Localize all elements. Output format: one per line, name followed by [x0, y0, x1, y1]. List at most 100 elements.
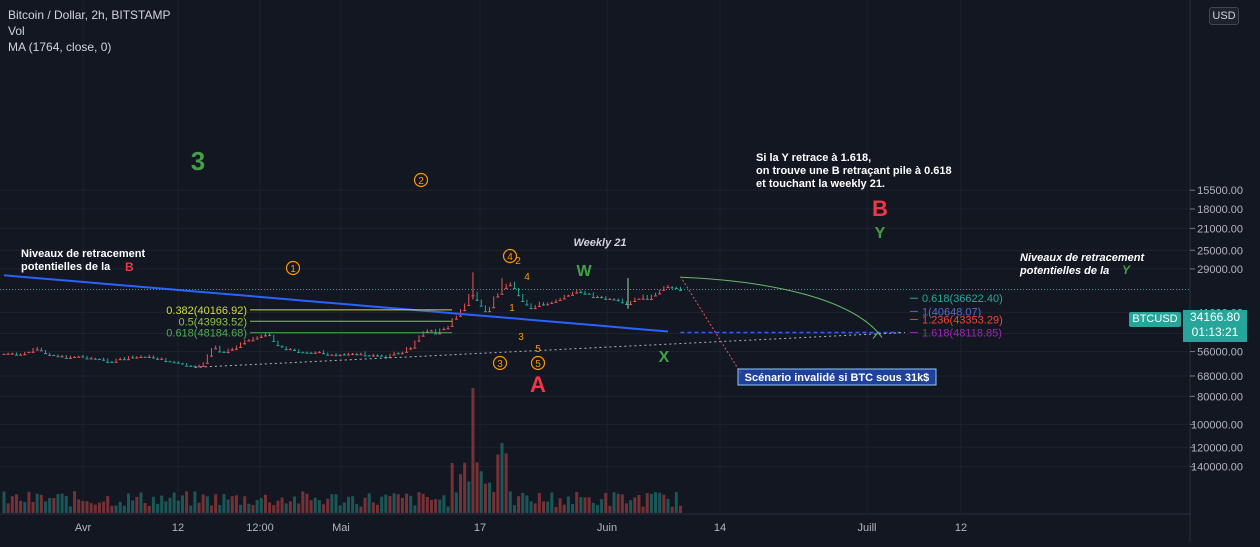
- wave-circle-c2: [413, 172, 429, 188]
- volume-bar: [39, 494, 43, 513]
- candle-body: [512, 288, 516, 290]
- volume-bar: [355, 504, 359, 513]
- candle-body: [633, 300, 637, 302]
- price-axis-label: 80000.00: [1197, 391, 1243, 403]
- candle-body: [44, 353, 47, 355]
- candle-body: [392, 354, 396, 356]
- symbol-title[interactable]: Bitcoin / Dollar, 2h, BITSTAMP: [8, 8, 171, 22]
- right-note-letter: Y: [1122, 263, 1131, 277]
- wave-3-label: 3: [191, 146, 205, 176]
- volume-bar: [413, 505, 417, 513]
- fib-right-label: 1.236(43353.29): [922, 314, 1003, 326]
- volume-bar: [529, 501, 533, 513]
- candle-body: [143, 356, 147, 358]
- volume-bar: [429, 499, 433, 513]
- candle-body: [2, 353, 6, 355]
- candle-body: [189, 365, 193, 367]
- candle-body: [459, 315, 462, 317]
- candle-body: [326, 354, 330, 356]
- candle-body: [139, 356, 143, 358]
- candle-body: [330, 354, 334, 356]
- ma-indicator-label[interactable]: MA (1764, close, 0): [8, 40, 112, 54]
- candle-body: [73, 356, 77, 358]
- volume-bar: [537, 493, 541, 513]
- volume-bar: [230, 496, 234, 513]
- candle-body: [380, 355, 384, 357]
- invalid-pointer: [680, 276, 743, 376]
- candle-body: [496, 296, 500, 298]
- volume-bar: [263, 494, 267, 513]
- price-axis-label: 21000.00: [1197, 223, 1243, 235]
- candle-body: [102, 359, 106, 361]
- volume-bar: [521, 492, 525, 513]
- invalid-note-text: Scénario invalidé si BTC sous 31k$: [745, 372, 930, 384]
- volume-bar: [446, 506, 450, 513]
- candle-body: [234, 348, 238, 350]
- volume-bar: [288, 501, 292, 513]
- wave-circle-label-c3: 3: [497, 359, 503, 370]
- candle-body: [342, 354, 346, 356]
- candle-body: [106, 361, 110, 363]
- candle-body: [521, 301, 525, 303]
- candle-body: [247, 340, 251, 342]
- volume-bar: [35, 493, 39, 513]
- candle-body: [280, 346, 284, 348]
- volume-bar: [658, 492, 662, 513]
- candle-body: [620, 302, 624, 304]
- candle-body: [39, 350, 43, 352]
- candle-body: [492, 307, 496, 309]
- wave-circle-c3: [492, 355, 508, 371]
- candle-body: [463, 309, 467, 311]
- volume-bar: [670, 506, 674, 513]
- volume-bar: [463, 462, 467, 513]
- volume-bar: [280, 497, 284, 513]
- candle-body: [85, 358, 89, 360]
- volume-bar: [454, 492, 458, 513]
- volume-bar: [151, 496, 155, 513]
- volume-bar: [197, 502, 201, 513]
- price-axis-label: 25000.00: [1197, 245, 1243, 257]
- volume-bar: [450, 463, 454, 513]
- candle-body: [276, 345, 280, 347]
- volume-bar: [52, 498, 56, 513]
- volume-bar: [168, 497, 172, 513]
- invalid-note-box: [737, 368, 937, 386]
- candle-body: [446, 328, 450, 330]
- candle-body: [575, 292, 579, 294]
- volume-indicator-label[interactable]: Vol: [8, 24, 25, 38]
- volume-bar: [376, 504, 379, 513]
- weekly-21-label: Weekly 21: [573, 237, 626, 249]
- candle-body: [68, 357, 72, 359]
- volume-bar: [293, 496, 296, 513]
- symbol-price-tag: BTCUSD: [1129, 312, 1181, 327]
- candle-body: [243, 343, 247, 345]
- volume-bar: [143, 503, 147, 513]
- candle-body: [355, 354, 359, 356]
- volume-bar: [97, 502, 101, 513]
- volume-bar: [388, 495, 392, 513]
- volume-bar: [106, 496, 110, 513]
- volume-bar: [172, 492, 176, 513]
- volume-bar: [147, 505, 151, 513]
- candle-body: [239, 346, 243, 348]
- candle-body: [678, 290, 682, 292]
- time-axis-label: Mai: [332, 522, 350, 534]
- candle-body: [118, 359, 122, 361]
- volume-bar: [301, 491, 305, 513]
- candle-body: [550, 302, 554, 304]
- volume-bar: [396, 494, 400, 513]
- volume-bar: [2, 491, 6, 513]
- volume-bar: [512, 505, 516, 513]
- currency-button[interactable]: USD: [1209, 7, 1239, 25]
- volume-bar: [558, 498, 562, 513]
- volume-bar: [363, 497, 367, 513]
- volume-bar: [255, 500, 259, 513]
- volume-bar: [488, 482, 492, 513]
- volume-bar: [566, 496, 570, 513]
- volume-bar: [649, 493, 653, 513]
- volume-bar: [89, 503, 93, 513]
- candle-body: [185, 365, 189, 367]
- volume-bar: [637, 494, 641, 513]
